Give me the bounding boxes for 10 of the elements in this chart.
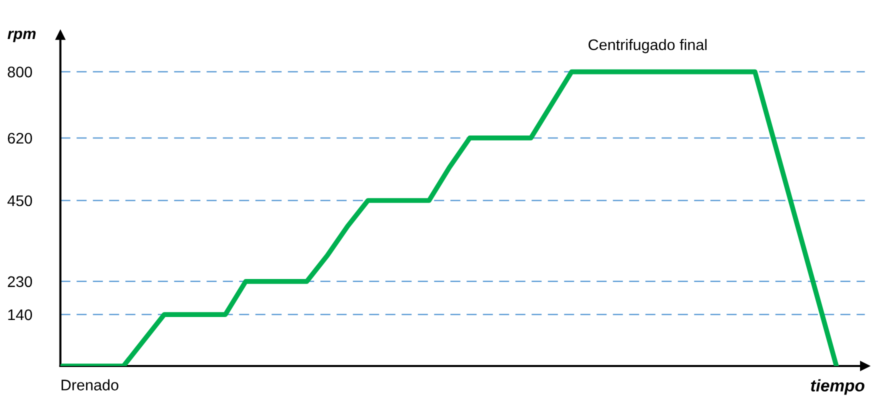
y-tick-label: 800 bbox=[8, 66, 32, 78]
annotation: Centrifugado final bbox=[588, 38, 707, 54]
y-tick-label: 620 bbox=[8, 132, 32, 144]
y-axis-title: rpm bbox=[8, 30, 36, 42]
y-tick-label: 230 bbox=[8, 276, 32, 288]
line-series bbox=[60, 69, 839, 366]
x-axis-title: tiempo bbox=[810, 379, 864, 395]
text: Drenado bbox=[62, 379, 118, 390]
y-tick-label: 450 bbox=[7, 195, 32, 206]
y-tick-label: 140 bbox=[8, 309, 32, 320]
